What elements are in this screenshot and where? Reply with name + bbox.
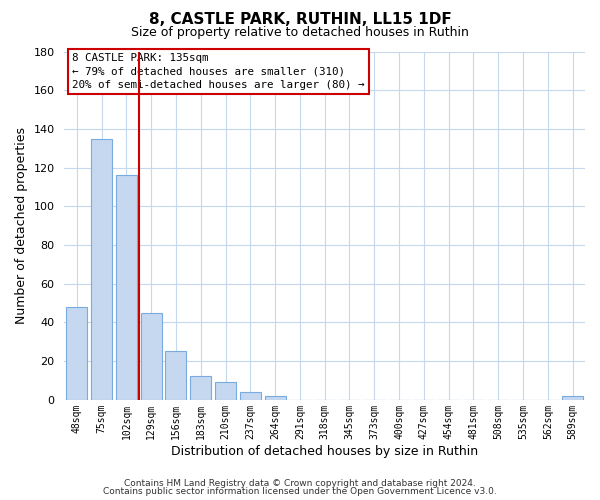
Text: Contains public sector information licensed under the Open Government Licence v3: Contains public sector information licen… — [103, 487, 497, 496]
Text: 8 CASTLE PARK: 135sqm
← 79% of detached houses are smaller (310)
20% of semi-det: 8 CASTLE PARK: 135sqm ← 79% of detached … — [72, 53, 365, 90]
Bar — [190, 376, 211, 400]
Bar — [91, 138, 112, 400]
Text: Size of property relative to detached houses in Ruthin: Size of property relative to detached ho… — [131, 26, 469, 39]
Bar — [140, 312, 162, 400]
Bar — [166, 351, 187, 400]
X-axis label: Distribution of detached houses by size in Ruthin: Distribution of detached houses by size … — [171, 444, 478, 458]
Bar — [116, 175, 137, 400]
Text: 8, CASTLE PARK, RUTHIN, LL15 1DF: 8, CASTLE PARK, RUTHIN, LL15 1DF — [149, 12, 451, 28]
Bar — [66, 306, 88, 400]
Bar — [265, 396, 286, 400]
Text: Contains HM Land Registry data © Crown copyright and database right 2024.: Contains HM Land Registry data © Crown c… — [124, 478, 476, 488]
Bar — [240, 392, 261, 400]
Bar — [215, 382, 236, 400]
Bar — [562, 396, 583, 400]
Y-axis label: Number of detached properties: Number of detached properties — [15, 127, 28, 324]
